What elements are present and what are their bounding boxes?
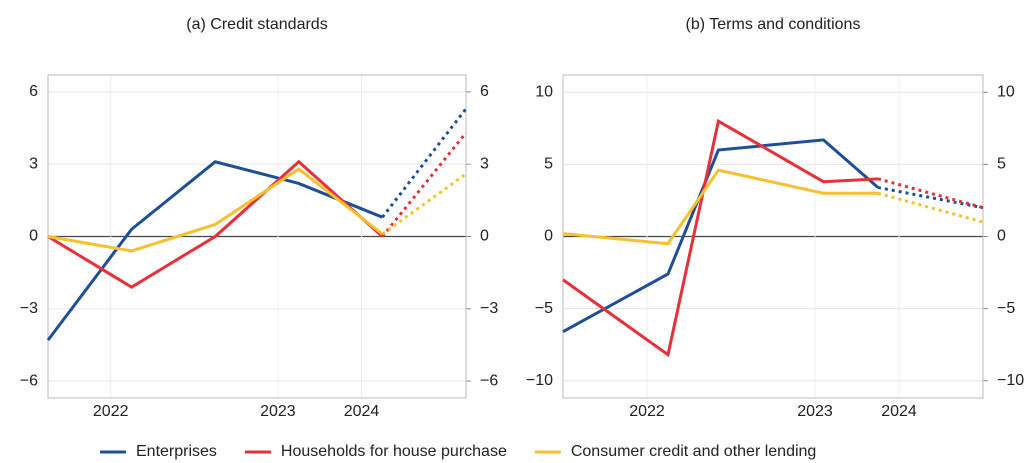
y-tick-label: −3 bbox=[20, 300, 38, 317]
x-tick-label: 2024 bbox=[881, 403, 917, 420]
forecast-line bbox=[381, 107, 468, 219]
y-tick-label: −5 bbox=[535, 300, 553, 317]
line bbox=[562, 138, 879, 333]
line bbox=[562, 118, 879, 358]
y2-tick-label: 5 bbox=[997, 156, 1006, 173]
x-tick-label: 2023 bbox=[260, 403, 296, 420]
y2-tick-label: 3 bbox=[480, 155, 489, 172]
y-tick-label: 0 bbox=[29, 228, 38, 245]
y-tick-label: 0 bbox=[544, 228, 553, 245]
y2-tick-label: −6 bbox=[480, 372, 498, 389]
plot-frame bbox=[562, 74, 984, 399]
forecast-line bbox=[381, 172, 467, 236]
y2-tick-label: −10 bbox=[997, 372, 1024, 389]
y-tick-label: 5 bbox=[544, 156, 553, 173]
line bbox=[47, 167, 384, 253]
line bbox=[46, 160, 383, 342]
y2-tick-label: −5 bbox=[997, 300, 1015, 317]
y2-tick-label: 10 bbox=[997, 84, 1015, 101]
legend-label: Enterprises bbox=[136, 443, 217, 460]
forecast-line bbox=[877, 191, 984, 224]
y-tick-label: 3 bbox=[29, 155, 38, 172]
y-tick-label: −10 bbox=[526, 372, 553, 389]
x-tick-label: 2022 bbox=[629, 403, 665, 420]
x-tick-label: 2023 bbox=[797, 403, 833, 420]
chart-title: (a) Credit standards bbox=[186, 16, 327, 33]
y2-tick-label: 0 bbox=[480, 228, 489, 245]
line bbox=[47, 159, 384, 289]
y2-tick-label: 0 bbox=[997, 228, 1006, 245]
y-tick-label: −6 bbox=[20, 372, 38, 389]
forecast-line bbox=[381, 131, 468, 238]
line bbox=[562, 168, 878, 246]
y-tick-label: 6 bbox=[29, 83, 38, 100]
x-tick-label: 2024 bbox=[344, 403, 380, 420]
y2-tick-label: −3 bbox=[480, 300, 498, 317]
chart-title: (b) Terms and conditions bbox=[686, 16, 861, 33]
legend-label: Consumer credit and other lending bbox=[571, 443, 816, 460]
legend-label: Households for house purchase bbox=[281, 443, 507, 460]
y2-tick-label: 6 bbox=[480, 83, 489, 100]
y-tick-label: 10 bbox=[535, 84, 553, 101]
x-tick-label: 2022 bbox=[93, 403, 129, 420]
forecast-line bbox=[877, 177, 984, 210]
